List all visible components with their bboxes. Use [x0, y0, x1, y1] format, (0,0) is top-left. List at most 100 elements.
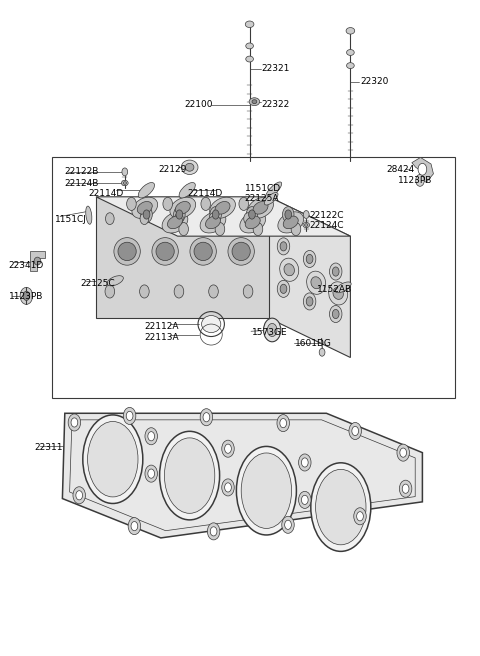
Text: 22124B: 22124B	[65, 179, 99, 188]
Circle shape	[105, 285, 115, 298]
Circle shape	[306, 297, 313, 306]
Circle shape	[225, 483, 231, 492]
Ellipse shape	[179, 182, 195, 198]
Ellipse shape	[232, 242, 250, 260]
Text: 22311: 22311	[35, 443, 63, 452]
Text: 22320: 22320	[360, 77, 388, 87]
Ellipse shape	[118, 242, 136, 260]
Ellipse shape	[162, 212, 188, 233]
Text: 22113A: 22113A	[144, 333, 179, 342]
Circle shape	[282, 516, 294, 533]
Ellipse shape	[303, 211, 309, 218]
Polygon shape	[96, 197, 350, 236]
Text: 22124C: 22124C	[310, 221, 344, 230]
Circle shape	[280, 419, 287, 428]
Ellipse shape	[253, 201, 268, 214]
Ellipse shape	[278, 212, 304, 233]
Circle shape	[73, 487, 85, 504]
Circle shape	[285, 210, 292, 219]
Text: 22122C: 22122C	[310, 211, 344, 220]
Text: 22114D: 22114D	[89, 189, 124, 198]
Ellipse shape	[283, 216, 298, 229]
Circle shape	[253, 222, 263, 236]
Circle shape	[209, 213, 218, 224]
Circle shape	[201, 197, 211, 211]
Ellipse shape	[185, 163, 194, 171]
Circle shape	[76, 491, 83, 500]
Circle shape	[175, 213, 183, 224]
Ellipse shape	[307, 271, 325, 295]
Circle shape	[127, 197, 136, 211]
Circle shape	[349, 422, 361, 440]
Circle shape	[301, 458, 308, 467]
Circle shape	[222, 479, 234, 496]
Circle shape	[179, 222, 189, 236]
Circle shape	[140, 213, 149, 224]
Polygon shape	[412, 157, 433, 182]
Circle shape	[416, 174, 424, 186]
Circle shape	[418, 163, 427, 175]
Circle shape	[176, 210, 183, 219]
Circle shape	[163, 197, 172, 211]
Circle shape	[332, 267, 339, 276]
Circle shape	[210, 527, 217, 536]
Ellipse shape	[246, 56, 253, 62]
Ellipse shape	[245, 216, 260, 229]
Text: 28424: 28424	[386, 165, 415, 174]
Circle shape	[402, 484, 409, 493]
Ellipse shape	[181, 160, 198, 174]
Circle shape	[145, 428, 157, 445]
Text: 22125A: 22125A	[245, 194, 279, 203]
Circle shape	[23, 291, 30, 300]
Circle shape	[277, 415, 289, 432]
Circle shape	[209, 285, 218, 298]
Ellipse shape	[132, 197, 157, 218]
Ellipse shape	[165, 438, 215, 513]
Circle shape	[140, 285, 149, 298]
Circle shape	[222, 440, 234, 457]
Ellipse shape	[303, 222, 310, 228]
Text: 1573GE: 1573GE	[252, 328, 288, 337]
Ellipse shape	[114, 237, 140, 265]
Text: 22129: 22129	[158, 165, 187, 174]
Text: 22125C: 22125C	[81, 279, 115, 288]
Ellipse shape	[246, 43, 253, 49]
Ellipse shape	[122, 168, 128, 176]
Circle shape	[244, 213, 252, 224]
Ellipse shape	[311, 463, 371, 551]
Ellipse shape	[194, 242, 212, 260]
Circle shape	[141, 207, 152, 222]
Circle shape	[301, 495, 308, 504]
Circle shape	[148, 469, 155, 478]
Circle shape	[225, 444, 231, 453]
Circle shape	[20, 287, 33, 304]
Ellipse shape	[202, 316, 221, 333]
Circle shape	[329, 263, 342, 280]
Circle shape	[285, 520, 291, 529]
Ellipse shape	[138, 182, 155, 198]
Text: 1151CD: 1151CD	[245, 184, 281, 194]
Circle shape	[203, 413, 210, 422]
Ellipse shape	[123, 182, 127, 184]
Ellipse shape	[228, 237, 254, 265]
Ellipse shape	[34, 257, 41, 265]
Ellipse shape	[316, 469, 366, 544]
Circle shape	[246, 207, 258, 222]
Circle shape	[299, 454, 311, 471]
Ellipse shape	[121, 180, 128, 186]
Text: 1152AB: 1152AB	[317, 285, 352, 295]
Text: 22100: 22100	[185, 100, 213, 110]
Text: 1123PB: 1123PB	[398, 176, 433, 185]
Circle shape	[264, 318, 281, 342]
Circle shape	[174, 207, 185, 222]
Circle shape	[354, 508, 366, 525]
Polygon shape	[30, 251, 45, 271]
Circle shape	[210, 207, 221, 222]
Circle shape	[280, 284, 287, 293]
Ellipse shape	[156, 242, 174, 260]
Circle shape	[200, 409, 213, 426]
Bar	[52, 157, 455, 398]
Text: 22322: 22322	[262, 100, 290, 110]
Circle shape	[306, 255, 313, 264]
Circle shape	[277, 280, 290, 297]
